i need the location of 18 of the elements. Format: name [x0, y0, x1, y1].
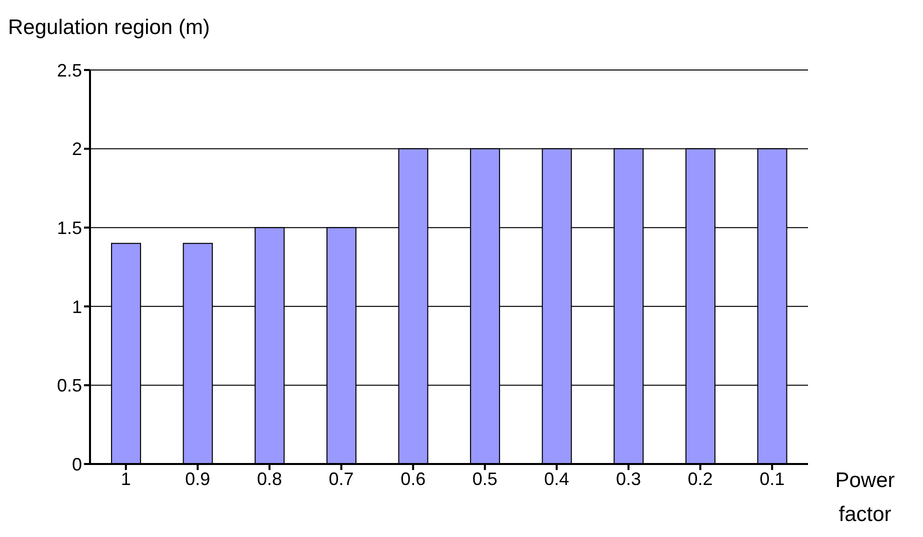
x-tick-label: 0.2	[688, 468, 713, 489]
x-tick-label: 0.6	[400, 468, 426, 489]
y-tick-label: 0	[72, 454, 82, 474]
x-axis-title: Power factor	[834, 468, 896, 528]
y-tick-label: 2	[72, 139, 82, 160]
x-tick-label: 0.5	[472, 468, 498, 489]
x-tick-label: 0.4	[544, 468, 570, 489]
y-tick-label: 1	[72, 296, 82, 317]
x-tick-label: 0.1	[760, 468, 785, 489]
x-tick-label: 0.7	[328, 468, 354, 489]
y-tick-label: 1.5	[56, 218, 82, 238]
y-axis-title: Regulation region (m)	[8, 16, 210, 40]
x-tick-label: 0.3	[616, 468, 642, 489]
y-tick-label: 0.5	[56, 376, 82, 396]
x-tick-label: 0.8	[256, 468, 282, 489]
y-tick-label: 2.5	[56, 60, 82, 80]
x-tick-label: 0.9	[185, 468, 210, 489]
x-tick-label: 1	[120, 468, 131, 489]
